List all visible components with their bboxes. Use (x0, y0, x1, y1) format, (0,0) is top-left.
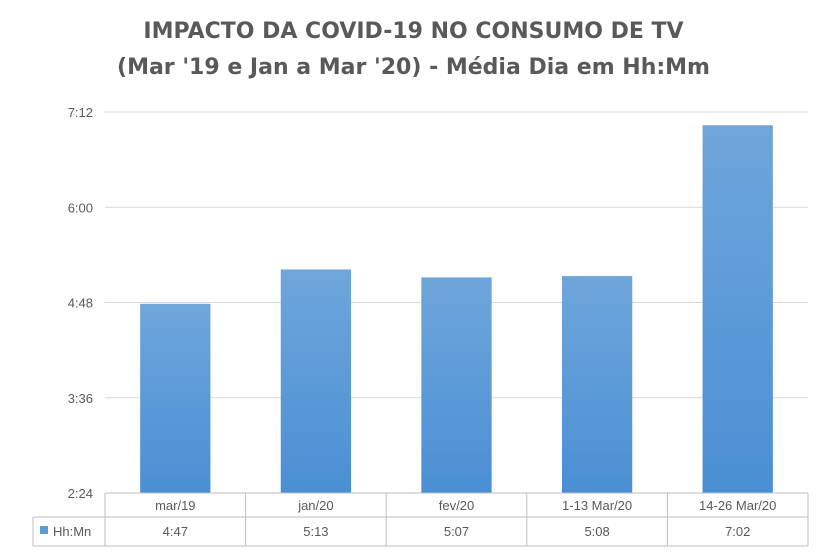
bar (421, 277, 492, 493)
y-tick-label: 2:24 (68, 486, 93, 501)
data-label: 5:07 (444, 524, 469, 539)
category-label: 14-26 Mar/20 (699, 498, 776, 513)
legend-label: Hh:Mn (53, 524, 91, 539)
bar (140, 303, 211, 493)
category-label: 1-13 Mar/20 (562, 498, 632, 513)
bar (561, 276, 633, 493)
legend-swatch (40, 526, 48, 534)
bar (702, 125, 773, 494)
y-tick-label: 7:12 (68, 105, 93, 120)
data-label: 7:02 (725, 524, 750, 539)
y-tick-label: 4:48 (68, 296, 93, 311)
category-label: fev/20 (439, 498, 474, 513)
data-label: 5:08 (584, 524, 609, 539)
chart-subtitle: (Mar '19 e Jan a Mar '20) - Média Dia em… (117, 55, 710, 80)
y-tick-label: 3:36 (68, 391, 93, 406)
chart-title-block: IMPACTO DA COVID-19 NO CONSUMO DE TV (Ma… (0, 14, 827, 86)
bar (280, 269, 352, 493)
y-tick-label: 6:00 (68, 200, 93, 215)
category-label: jan/20 (297, 498, 333, 513)
data-label: 4:47 (163, 524, 188, 539)
chart-title: IMPACTO DA COVID-19 NO CONSUMO DE TV (143, 19, 684, 44)
data-label: 5:13 (303, 524, 328, 539)
category-label: mar/19 (155, 498, 195, 513)
